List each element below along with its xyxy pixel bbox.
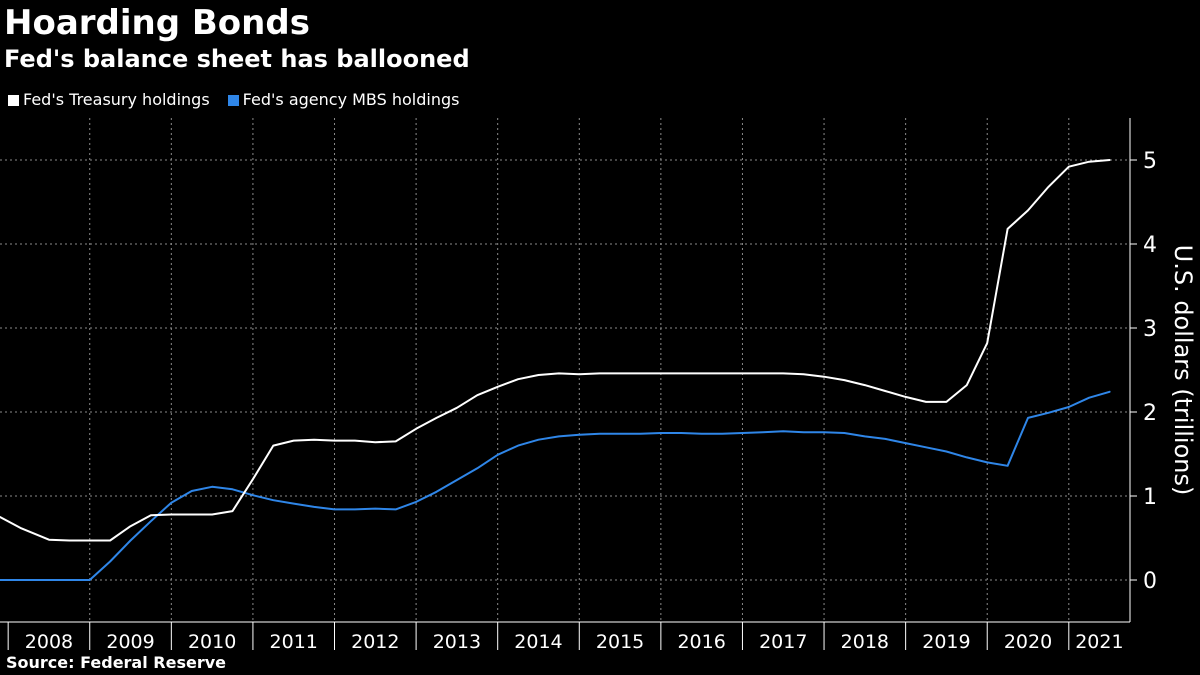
legend-item-mbs: Fed's agency MBS holdings <box>227 88 460 112</box>
y-tick-label-0: 0 <box>1143 569 1157 594</box>
x-tick-label-2013: 2013 <box>433 631 481 653</box>
legend-label-mbs: Fed's agency MBS holdings <box>242 90 460 109</box>
x-tick-label-2012: 2012 <box>351 631 399 653</box>
source-note: Source: Federal Reserve <box>6 653 226 672</box>
x-tick-label-2014: 2014 <box>514 631 562 653</box>
legend: Fed's Treasury holdings Fed's agency MBS… <box>8 88 477 112</box>
x-tick-label-2019: 2019 <box>922 631 970 653</box>
axes <box>0 118 1137 650</box>
x-tick-label-2016: 2016 <box>677 631 725 653</box>
x-tick-label-2015: 2015 <box>596 631 644 653</box>
x-tick-label-2021: 2021 <box>1075 631 1123 653</box>
y-tick-label-4: 4 <box>1143 233 1157 258</box>
legend-label-treasury: Fed's Treasury holdings <box>23 90 210 109</box>
x-tick-label-2009: 2009 <box>106 631 154 653</box>
y-tick-label-3: 3 <box>1143 317 1157 342</box>
y-tick-label-1: 1 <box>1143 485 1157 510</box>
x-tick-label-2011: 2011 <box>270 631 318 653</box>
x-tick-label-2020: 2020 <box>1004 631 1052 653</box>
chart-title: Hoarding Bonds <box>4 3 310 43</box>
x-tick-label-2008: 2008 <box>25 631 73 653</box>
x-tick-label-2017: 2017 <box>759 631 807 653</box>
y-tick-label-2: 2 <box>1143 401 1157 426</box>
grid-lines <box>0 118 1130 622</box>
y-axis-label: U.S. dollars (trillions) <box>1169 245 1197 496</box>
tick-labels: 0 1 2 3 4 5 2008 2009 2010 2011 2012 2013 2014 2015 20… <box>25 149 1157 653</box>
legend-swatch-treasury <box>8 94 19 106</box>
legend-item-treasury: Fed's Treasury holdings <box>8 88 210 112</box>
y-tick-label-5: 5 <box>1143 149 1157 174</box>
series-line-treasury <box>0 159 1111 542</box>
chart-subtitle: Fed's balance sheet has ballooned <box>4 45 470 73</box>
x-tick-label-2010: 2010 <box>188 631 236 653</box>
x-tick-label-2018: 2018 <box>841 631 889 653</box>
legend-swatch-mbs <box>227 94 239 106</box>
series-lines <box>0 159 1111 581</box>
series-line-mbs <box>0 390 1111 581</box>
